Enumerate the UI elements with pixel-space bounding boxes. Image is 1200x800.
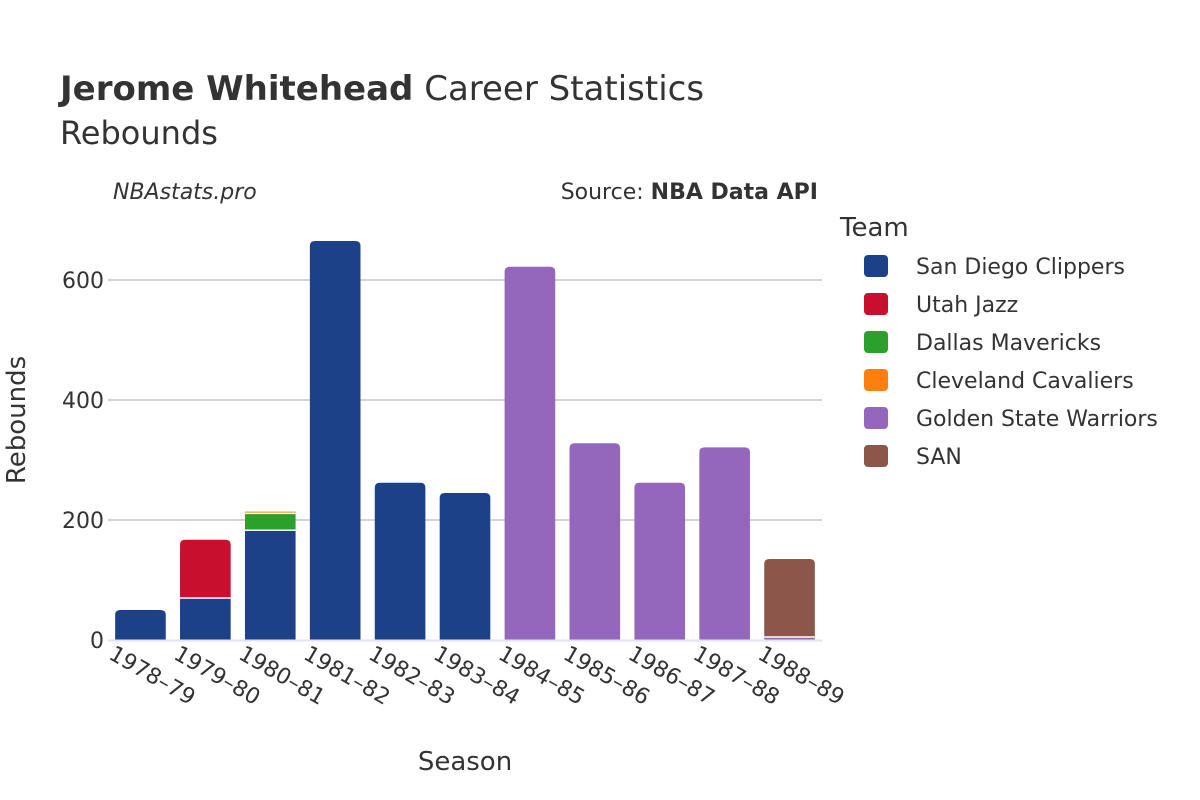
bar-segment — [504, 266, 556, 640]
legend-items: San Diego Clippers Utah Jazz Dallas Maveri… — [864, 255, 1158, 470]
legend: Team San Diego Clippers Utah Jazz Dallas M… — [839, 213, 1158, 470]
bar-segment — [764, 637, 815, 640]
legend-swatch — [864, 293, 888, 315]
bar — [764, 637, 815, 640]
bars — [108, 241, 822, 642]
bar-segment — [309, 241, 361, 640]
bar-segment — [764, 559, 815, 638]
y-tick-label: 400 — [62, 389, 104, 414]
bar-segment — [374, 482, 426, 640]
legend-item: San Diego Clippers — [864, 255, 1125, 280]
bar — [699, 447, 750, 640]
legend-label: SAN — [916, 445, 962, 470]
legend-label: Golden State Warriors — [916, 407, 1158, 432]
bar — [244, 511, 296, 514]
legend-item: Dallas Mavericks — [864, 331, 1101, 356]
y-tick-label: 0 — [90, 629, 104, 654]
legend-label: Cleveland Cavaliers — [916, 369, 1134, 394]
legend-title: Team — [839, 213, 909, 243]
x-axis-title: Season — [418, 747, 512, 777]
legend-swatch — [864, 445, 888, 467]
x-axis-ticks: 1978–791979–801980–811981–821982–831983–… — [104, 642, 848, 711]
bar-segment — [439, 493, 491, 640]
bar-segment — [634, 482, 686, 640]
bar-segment — [244, 530, 296, 640]
bar — [374, 482, 426, 640]
legend-item: Utah Jazz — [864, 293, 1018, 318]
legend-swatch — [864, 369, 888, 391]
bar-segment — [180, 598, 231, 640]
chart-subtitle: Rebounds — [60, 114, 218, 152]
y-axis-title: Rebounds — [2, 356, 32, 484]
bar — [634, 482, 686, 640]
bar — [180, 598, 231, 640]
legend-swatch — [864, 407, 888, 429]
title-player-name: Jerome Whitehead — [58, 69, 413, 109]
source-credit: Source: NBA Data API — [561, 180, 818, 205]
legend-label: San Diego Clippers — [916, 255, 1125, 280]
legend-swatch — [864, 255, 888, 277]
bar-segment — [244, 511, 296, 515]
bar — [504, 266, 556, 640]
chart-title: Jerome Whitehead Career Statistics — [58, 69, 704, 109]
y-axis-ticks: 0 200 400 600 — [62, 269, 104, 654]
bar-segment — [244, 513, 296, 531]
bar-segment — [699, 447, 750, 640]
bar — [244, 530, 296, 640]
bar — [244, 513, 296, 531]
legend-swatch — [864, 331, 888, 353]
watermark: NBAstats.pro — [113, 180, 257, 205]
bar — [115, 610, 166, 640]
source-name: NBA Data API — [651, 180, 818, 205]
bar — [439, 493, 491, 640]
legend-label: Utah Jazz — [916, 293, 1018, 318]
y-tick-label: 600 — [62, 269, 104, 294]
y-tick-label: 200 — [62, 509, 104, 534]
bar-segment — [180, 539, 231, 599]
bar-segment — [569, 443, 621, 640]
legend-label: Dallas Mavericks — [916, 331, 1101, 356]
bar — [569, 443, 621, 640]
source-prefix: Source: — [561, 180, 651, 205]
bar — [764, 559, 815, 637]
legend-item: Cleveland Cavaliers — [864, 369, 1134, 394]
bar-segment — [115, 610, 166, 640]
legend-item: Golden State Warriors — [864, 407, 1158, 432]
legend-item: SAN — [864, 445, 962, 470]
bar — [309, 241, 361, 640]
title-suffix: Career Statistics — [413, 69, 704, 109]
bar — [180, 539, 231, 598]
